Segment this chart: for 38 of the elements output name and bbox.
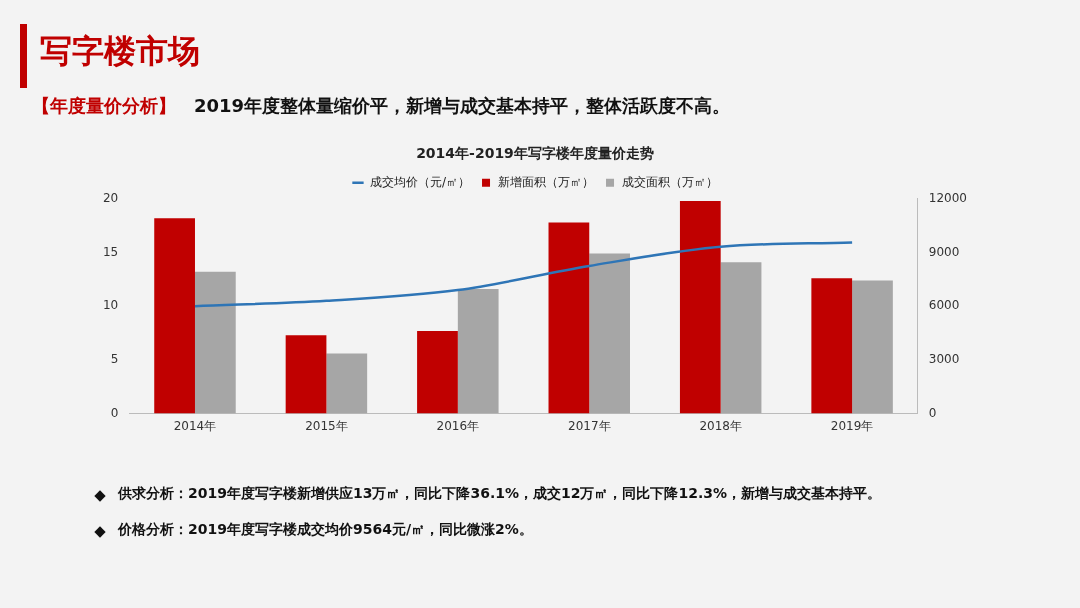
y2-tick-label: 3000 (928, 352, 960, 367)
y-tick-label: 15 (102, 244, 119, 259)
y-tick-label: 5 (110, 352, 119, 367)
text: 供求分析：2019年度写字楼新增供应13万㎡，同比下降36.1%，成交12万㎡，同比下降12.3%，新增与成交基本持平。 (118, 485, 882, 503)
bar (285, 335, 327, 414)
text: 2019年度整体量缩价平，新增与成交基本持平，整体活跃度不高。 (194, 94, 731, 118)
text: 写字楼市场 (40, 31, 200, 72)
bar (589, 253, 630, 414)
text: 价格分析：2019年度写字楼成交均价9564元/㎡，同比微涨2%。 (118, 521, 533, 539)
bar (720, 262, 762, 414)
x-tick-label: 2017年 (567, 418, 611, 433)
x-tick-label: 2018年 (699, 418, 742, 433)
text: 【年度量价分析】 (32, 94, 176, 118)
bar (548, 222, 590, 414)
bar (811, 278, 853, 414)
x-tick-label: 2019年 (830, 418, 874, 433)
legend-label: 成交面积（万㎡） (622, 174, 719, 189)
y2-tick-label: 6000 (928, 298, 960, 313)
y2-tick-label: 12000 (928, 190, 968, 205)
x-tick-label: 2016年 (436, 418, 480, 433)
bar (194, 271, 236, 414)
legend-label: 新增面积（万㎡） (498, 174, 595, 189)
y-tick-label: 20 (102, 190, 119, 205)
y-tick-label: 0 (110, 405, 119, 420)
bar (679, 200, 721, 414)
bar (154, 218, 195, 414)
chart-title: 2014年-2019年写字楼年度量价走势 (416, 145, 654, 162)
bar (852, 280, 893, 414)
bar (326, 353, 368, 414)
y-tick-label: 10 (102, 298, 119, 313)
line-series (193, 241, 854, 308)
x-tick-label: 2015年 (305, 418, 348, 433)
y2-tick-label: 9000 (928, 244, 960, 259)
y2-tick-label: 0 (928, 405, 937, 420)
x-tick-label: 2014年 (173, 418, 217, 433)
bar (417, 330, 458, 414)
bar (457, 289, 499, 414)
legend-label: 成交均价（元/㎡） (369, 174, 471, 189)
